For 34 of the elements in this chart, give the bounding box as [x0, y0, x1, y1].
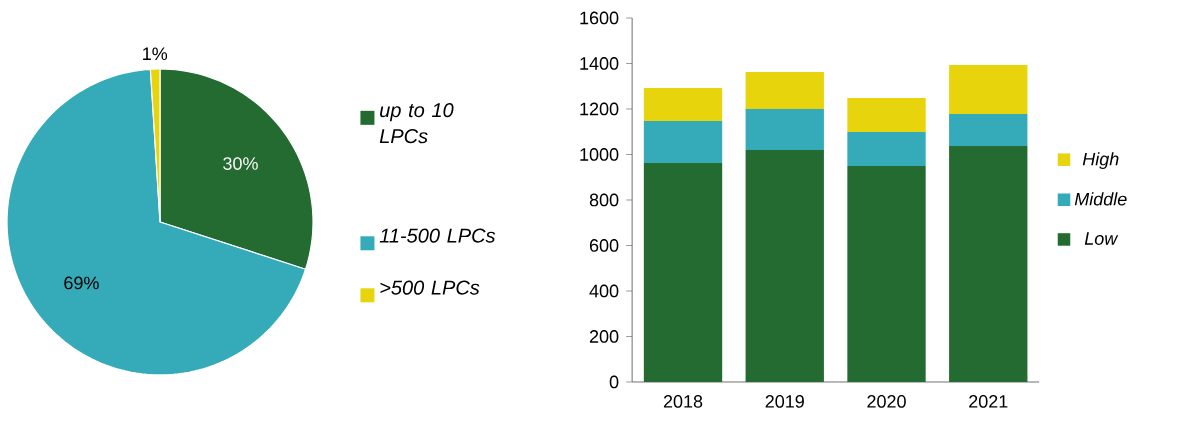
y-tick-label: 800 — [589, 193, 619, 207]
legend-label: Low — [1084, 232, 1119, 245]
y-tick-label: 400 — [589, 284, 619, 298]
bar — [643, 88, 723, 122]
data-label: 30% — [223, 157, 258, 170]
bar — [745, 71, 824, 109]
bar — [847, 131, 926, 167]
bar — [847, 98, 926, 132]
data-label: 1% — [143, 47, 168, 61]
x-tick-label: 2021 — [969, 395, 1008, 408]
x-tick-label: 2020 — [867, 395, 906, 408]
bar — [643, 162, 723, 382]
y-tick-label: 600 — [589, 239, 619, 252]
legend-label: >500 LPCs — [380, 280, 480, 295]
bar — [643, 121, 723, 163]
y-tick-label: 0 — [609, 375, 619, 389]
y-tick-label: 1200 — [580, 102, 619, 116]
y-tick-label: 200 — [589, 330, 619, 343]
legend-label: High — [1082, 152, 1119, 170]
x-tick-label: 2019 — [765, 395, 804, 408]
bar — [847, 166, 926, 382]
y-tick-label: 1400 — [580, 57, 619, 70]
y-tick-label: 1000 — [580, 148, 619, 161]
y-tick-label: 1600 — [580, 11, 619, 25]
legend-label: 11-500 LPCs — [379, 228, 496, 243]
bar — [745, 149, 824, 382]
bar — [949, 65, 1028, 114]
legend-label: up to 10 LPCs — [379, 103, 454, 144]
bar — [745, 108, 824, 150]
x-tick-label: 2018 — [663, 395, 703, 408]
legend-label: Middle — [1074, 192, 1127, 206]
data-label: 69% — [64, 276, 99, 290]
bar — [949, 146, 1028, 382]
bar — [949, 113, 1028, 147]
